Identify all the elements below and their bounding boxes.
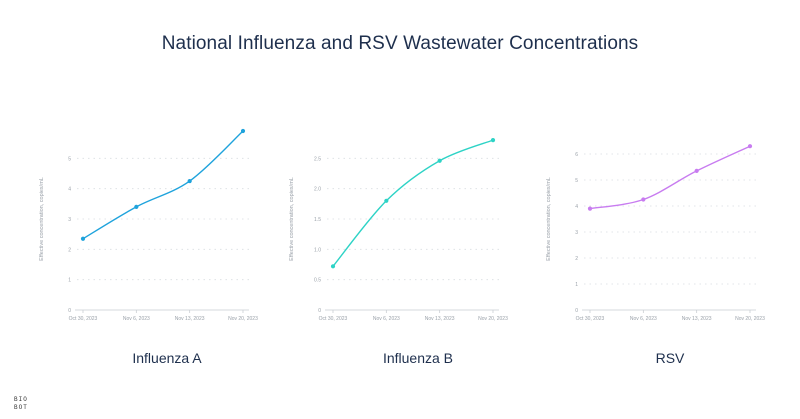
chart-influenza-b: Effective concentration, copies/mL 0 0.5 1.…: [289, 120, 525, 330]
y-tick-label: 3: [575, 230, 578, 236]
series-line: [589, 145, 751, 210]
x-tick-label: Nov 20, 2023: [228, 316, 258, 322]
data-point: [694, 168, 699, 173]
chart-svg: Effective concentration, copies/mL 0 0.5 1.…: [289, 138, 508, 322]
page-title: National Influenza and RSV Wastewater Co…: [161, 33, 639, 54]
x-tick-label: Nov 13, 2023: [425, 316, 455, 322]
chart-name-influenza-a: Influenza A: [132, 350, 202, 366]
y-tick-label: 5: [575, 178, 578, 184]
y-tick-label: 1: [575, 282, 578, 288]
x-tick-label: Oct 30, 2023: [319, 316, 348, 322]
y-axis-label: Effective concentration, copies/mL: [39, 177, 45, 261]
data-point: [437, 158, 442, 163]
y-tick-label: 4: [68, 187, 71, 193]
x-tick-label: Nov 6, 2023: [123, 316, 150, 322]
data-point: [80, 236, 86, 241]
data-point: [587, 206, 593, 211]
data-point: [330, 264, 336, 269]
y-axis-label: Effective concentration, copies/mL: [289, 177, 295, 261]
x-tick-label: Nov 20, 2023: [478, 316, 508, 322]
y-tick-label: 4: [575, 204, 578, 210]
data-point: [187, 178, 192, 184]
y-tick-label: 3: [68, 217, 71, 223]
y-tick-label: 2: [68, 247, 71, 253]
x-tick-label: Nov 6, 2023: [373, 316, 400, 322]
y-tick-label: 0.5: [314, 278, 321, 284]
x-tick-label: Nov 6, 2023: [630, 316, 657, 322]
data-point: [240, 128, 246, 134]
x-tick-label: Oct 30, 2023: [69, 316, 98, 322]
y-tick-label: 5: [68, 156, 71, 162]
data-point: [490, 138, 496, 143]
y-axis-label: Effective concentration, copies/mL: [546, 177, 552, 261]
chart-svg: Effective concentration, copies/mL 0 1 2 3 4 5…: [546, 144, 765, 322]
chart-influenza-a: Effective concentration, copies/mL 0 1 2 3 4 5…: [39, 120, 275, 330]
biobot-logo: BIO BOT: [14, 396, 34, 416]
series-line: [82, 130, 244, 240]
data-point: [641, 197, 646, 202]
data-point: [134, 204, 139, 209]
chart-rsv: Effective concentration, copies/mL 0 1 2 3 4 5…: [546, 120, 782, 330]
y-tick-label: 2.5: [314, 156, 321, 162]
y-tick-label: 1: [68, 278, 71, 284]
y-tick-label: 0: [575, 308, 578, 314]
series-line: [332, 139, 494, 267]
y-tick-label: 2: [575, 256, 578, 262]
data-point: [384, 198, 389, 203]
chart-name-influenza-b: Influenza B: [382, 350, 454, 366]
y-tick-label: 0: [68, 308, 71, 314]
logo-line-2: BOT: [14, 404, 28, 411]
chart-name-rsv: RSV: [655, 350, 685, 366]
y-tick-label: 1.0: [314, 247, 321, 253]
y-tick-label: 6: [575, 152, 578, 158]
logo-line-1: BIO: [14, 396, 28, 403]
y-tick-label: 0: [318, 308, 321, 314]
x-tick-label: Nov 13, 2023: [682, 316, 712, 322]
x-tick-label: Nov 13, 2023: [175, 316, 205, 322]
x-tick-label: Oct 30, 2023: [576, 316, 605, 322]
y-tick-label: 2.0: [314, 187, 321, 193]
chart-svg: Effective concentration, copies/mL 0 1 2 3 4 5…: [39, 128, 258, 322]
y-tick-label: 1.5: [314, 217, 321, 223]
x-tick-label: Nov 20, 2023: [735, 316, 765, 322]
data-point: [747, 144, 753, 149]
